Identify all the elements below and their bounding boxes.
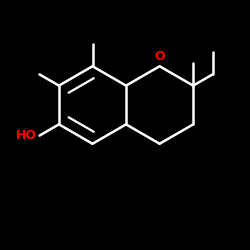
Text: O: O bbox=[154, 50, 165, 62]
Text: HO: HO bbox=[16, 129, 37, 142]
